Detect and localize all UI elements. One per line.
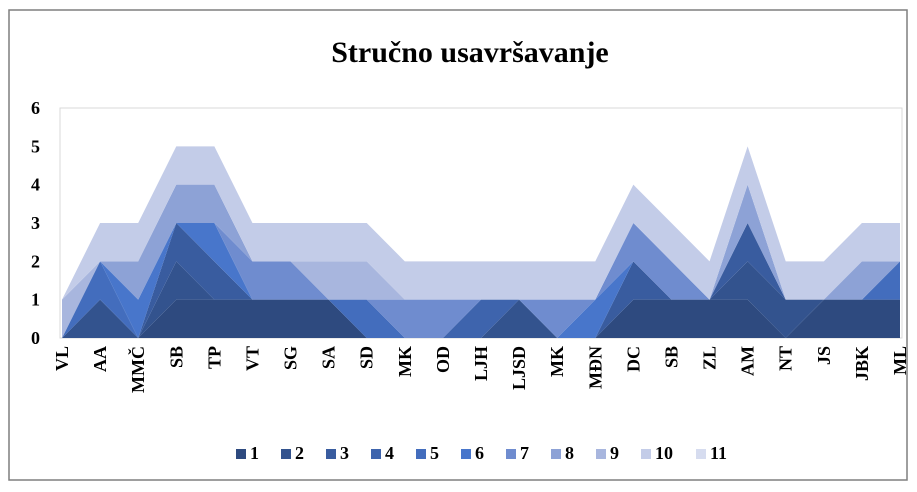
y-tick-label: 4 — [31, 175, 40, 195]
legend-swatch — [281, 449, 291, 459]
x-tick-label: MK — [547, 346, 567, 377]
legend-label: 9 — [610, 443, 619, 463]
x-tick-label: AA — [90, 346, 110, 372]
x-tick-label: NT — [776, 346, 796, 371]
x-tick-label: SG — [281, 346, 301, 370]
legend-label: 6 — [475, 443, 484, 463]
x-tick-label: MĐN — [585, 346, 605, 389]
legend-swatch — [551, 449, 561, 459]
y-tick-label: 1 — [31, 290, 40, 310]
y-tick-label: 0 — [31, 328, 40, 348]
x-tick-label: LJH — [471, 346, 491, 381]
x-tick-label: MMČ — [127, 346, 148, 393]
x-tick-label: JS — [814, 346, 834, 365]
legend-label: 1 — [250, 443, 259, 463]
x-tick-label: OD — [433, 346, 453, 373]
x-tick-label: MK — [395, 346, 415, 377]
legend-label: 7 — [520, 443, 529, 463]
area — [62, 146, 900, 300]
x-tick-label: SB — [166, 346, 186, 368]
y-tick-label: 2 — [31, 251, 40, 271]
legend-label: 3 — [340, 443, 349, 463]
x-tick-label: ZL — [700, 346, 720, 370]
area — [62, 223, 900, 338]
legend-label: 8 — [565, 443, 574, 463]
x-tick-label: DC — [623, 346, 643, 372]
x-tick-label: SD — [357, 346, 377, 369]
legend-label: 11 — [710, 443, 727, 463]
x-tick-label: AM — [738, 346, 758, 376]
legend-swatch — [416, 449, 426, 459]
y-tick-label: 3 — [31, 213, 40, 233]
x-tick-label: TP — [204, 346, 224, 369]
x-tick-label: LJSD — [509, 346, 529, 390]
legend-label: 5 — [430, 443, 439, 463]
legend-label: 4 — [385, 443, 394, 463]
area — [62, 223, 900, 338]
legend-label: 10 — [655, 443, 673, 463]
y-tick-label: 6 — [31, 98, 40, 118]
legend-swatch — [596, 449, 606, 459]
legend-swatch — [236, 449, 246, 459]
chart-title: Stručno usavršavanje — [331, 36, 609, 69]
legend-swatch — [461, 449, 471, 459]
legend-swatch — [326, 449, 336, 459]
legend-swatch — [506, 449, 516, 459]
x-tick-label: VT — [242, 346, 262, 371]
x-tick-label: VL — [52, 346, 72, 371]
y-tick-label: 5 — [31, 136, 40, 156]
legend-swatch — [371, 449, 381, 459]
legend-swatch — [641, 449, 651, 459]
legend-label: 2 — [295, 443, 304, 463]
area — [62, 299, 900, 338]
x-tick-label: SB — [661, 346, 681, 368]
x-tick-label: ML — [890, 346, 910, 375]
x-tick-label: JBK — [852, 346, 872, 381]
x-tick-label: SA — [319, 346, 339, 369]
legend-swatch — [696, 449, 706, 459]
